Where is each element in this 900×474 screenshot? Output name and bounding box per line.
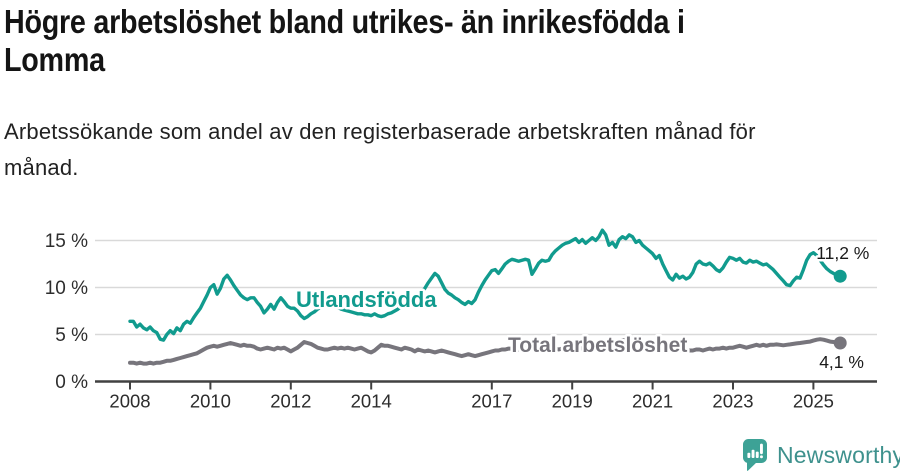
series-line-total-arbetsl-shet <box>128 337 843 366</box>
chart-subtitle-line-1: Arbetssökande som andel av den registerb… <box>4 119 756 144</box>
page-title-line-1: Högre arbetslöshet bland utrikes- än inr… <box>4 3 685 40</box>
series-label-total-arbetsl-shet: Total arbetslöshet <box>508 334 687 357</box>
x-tick-label: 2023 <box>712 391 753 412</box>
x-tick-label: 2008 <box>109 391 150 412</box>
series-end-value-total-arbetsl-shet: 4,1 % <box>819 352 864 372</box>
x-tick-label: 2014 <box>351 391 392 412</box>
page-title-line-2: Lomma <box>4 41 105 78</box>
series-end-value-utlandsf-dda: 11,2 % <box>816 243 869 263</box>
y-tick-label: 15 % <box>45 231 88 252</box>
chart-subtitle-line-2: månad. <box>4 155 79 180</box>
x-tick-label: 2012 <box>270 391 311 412</box>
newsworthy-logo-text: Newsworthy <box>777 441 900 468</box>
chart-subtitle: Arbetssökande som andel av den registerb… <box>4 114 756 186</box>
series-line-utlandsf-dda <box>128 228 842 342</box>
series-end-dot-total-arbetsl-shet <box>833 336 847 350</box>
series-end-dot-utlandsf-dda <box>833 269 847 283</box>
newsworthy-logo-icon <box>743 438 767 471</box>
x-tick-label: 2021 <box>632 391 673 412</box>
x-tick-label: 2025 <box>793 391 834 412</box>
series-label-utlandsf-dda: Utlandsfödda <box>296 287 437 312</box>
y-tick-label: 10 % <box>45 278 88 299</box>
x-tick-label: 2019 <box>552 391 593 412</box>
x-tick-label: 2010 <box>190 391 231 412</box>
y-tick-label: 5 % <box>55 325 88 346</box>
x-tick-label: 2017 <box>471 391 512 412</box>
page-title: Högre arbetslöshet bland utrikes- än inr… <box>4 3 685 79</box>
y-tick-label: 0 % <box>55 372 88 393</box>
newsworthy-logo: Newsworthy <box>742 438 900 472</box>
